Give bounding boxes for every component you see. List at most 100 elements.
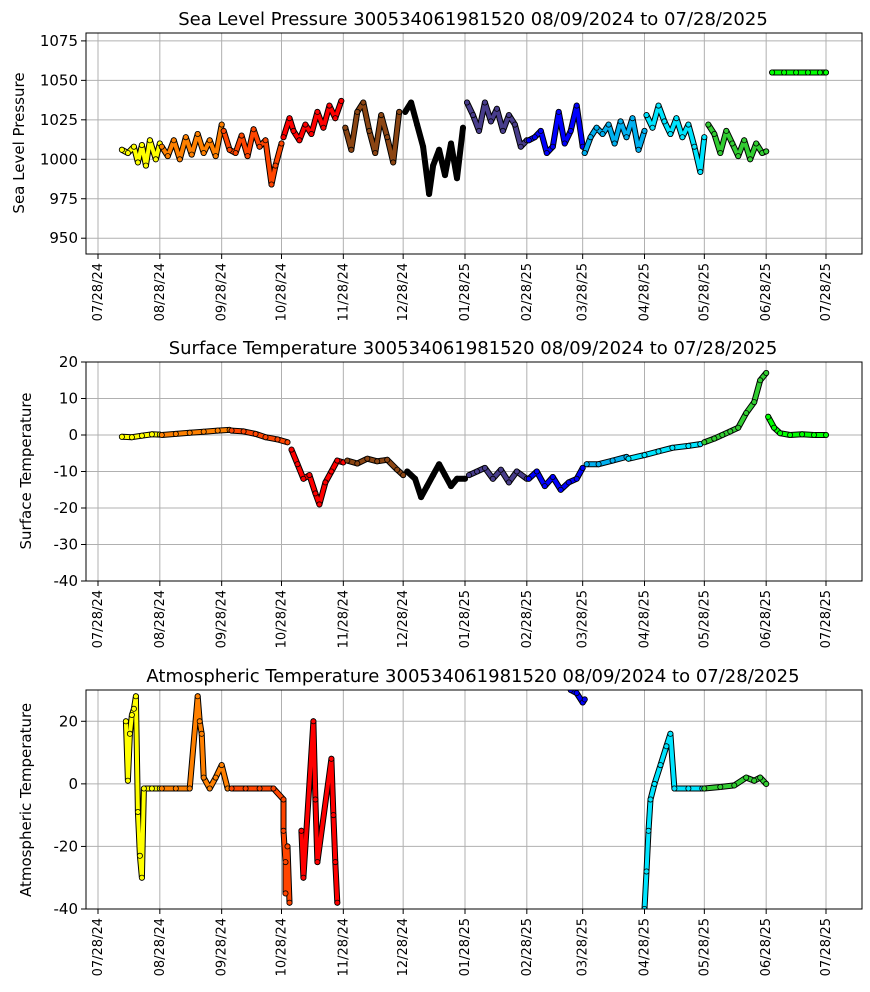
data-point xyxy=(344,457,351,464)
data-point xyxy=(256,143,263,150)
series-line xyxy=(405,462,467,500)
data-point xyxy=(625,455,632,462)
data-point xyxy=(256,785,263,792)
x-tick-label: 01/28/25 xyxy=(458,918,473,976)
data-point xyxy=(649,124,656,131)
data-point xyxy=(741,137,748,144)
data-point xyxy=(691,143,698,150)
data-point xyxy=(635,146,642,153)
data-point xyxy=(623,134,630,141)
data-point xyxy=(669,444,676,451)
data-point xyxy=(735,153,742,160)
data-point xyxy=(447,140,454,147)
data-point xyxy=(412,475,419,482)
data-point xyxy=(314,859,321,866)
data-point xyxy=(643,868,650,875)
data-point xyxy=(270,785,277,792)
data-point xyxy=(296,137,303,144)
data-point xyxy=(306,472,313,479)
data-point xyxy=(743,774,750,781)
x-tick-label: 02/28/25 xyxy=(520,590,535,648)
data-point xyxy=(172,430,179,437)
data-point xyxy=(396,108,403,115)
data-point xyxy=(240,428,247,435)
data-point xyxy=(499,127,506,134)
data-point xyxy=(719,431,726,438)
x-tick-label: 07/28/25 xyxy=(819,590,834,648)
data-point xyxy=(218,762,225,769)
x-tick-label: 10/28/24 xyxy=(274,263,289,321)
y-tick-labels: -40 -30 -20 -10 0 10 20 xyxy=(54,353,86,590)
data-point xyxy=(228,785,235,792)
data-point xyxy=(366,127,373,134)
x-tick-labels: 07/28/24 08/28/24 09/28/24 10/28/24 11/28/24… xyxy=(91,581,834,648)
data-point xyxy=(823,431,830,438)
x-tick-label: 06/28/25 xyxy=(759,918,774,976)
data-point xyxy=(138,874,145,881)
x-tick-label: 08/28/24 xyxy=(153,263,168,321)
data-point xyxy=(557,486,564,493)
data-point xyxy=(430,472,437,479)
data-point xyxy=(461,475,468,482)
data-point xyxy=(312,490,319,497)
data-point xyxy=(262,434,269,441)
data-point xyxy=(573,690,580,697)
y-tick-label: 20 xyxy=(59,353,78,371)
data-point xyxy=(771,424,778,431)
data-point xyxy=(418,494,425,501)
y-tick-label: 975 xyxy=(49,190,78,208)
data-point xyxy=(641,906,648,909)
data-point xyxy=(402,108,409,115)
x-tick-label: 03/28/25 xyxy=(576,590,591,648)
x-tick-label: 05/28/25 xyxy=(697,263,712,321)
data-point xyxy=(513,468,520,475)
data-point xyxy=(671,785,678,792)
plot-frame xyxy=(85,361,863,582)
data-point xyxy=(384,134,391,141)
data-point xyxy=(188,151,195,158)
y-tick-labels: -40 -20 0 20 xyxy=(54,712,86,918)
series-line xyxy=(526,103,585,155)
data-point xyxy=(328,755,335,762)
data-point xyxy=(436,146,443,153)
data-point xyxy=(282,890,289,897)
data-point xyxy=(599,130,606,137)
y-tick-label: -40 xyxy=(54,900,79,918)
data-point xyxy=(517,143,524,150)
data-point xyxy=(320,124,327,131)
x-tick-label: 04/28/25 xyxy=(637,918,652,976)
data-point xyxy=(158,431,165,438)
data-point xyxy=(511,121,518,128)
data-point xyxy=(176,156,183,163)
data-point xyxy=(408,99,415,106)
data-point xyxy=(130,705,137,712)
data-point xyxy=(751,399,758,406)
data-point xyxy=(414,121,421,128)
data-point xyxy=(697,168,704,175)
data-point xyxy=(360,99,367,106)
data-point xyxy=(278,140,285,147)
data-point xyxy=(579,464,586,471)
data-point xyxy=(158,143,165,150)
data-point xyxy=(753,140,760,147)
data-point xyxy=(302,121,309,128)
data-point xyxy=(723,127,730,134)
plot-frame xyxy=(85,32,863,255)
data-point xyxy=(250,126,257,133)
data-point xyxy=(228,427,235,434)
y-axis-label: Surface Temperature xyxy=(17,393,35,550)
data-point xyxy=(549,143,556,150)
data-point xyxy=(148,431,155,438)
data-point xyxy=(465,472,472,479)
data-point xyxy=(453,475,460,482)
data-point xyxy=(805,69,812,76)
data-point xyxy=(372,149,379,156)
data-point xyxy=(200,774,207,781)
data-point xyxy=(426,190,433,197)
data-point xyxy=(118,146,125,153)
data-point xyxy=(310,718,317,725)
data-point xyxy=(769,69,776,76)
data-point xyxy=(128,712,135,719)
data-point xyxy=(364,455,371,462)
data-point xyxy=(128,434,135,441)
